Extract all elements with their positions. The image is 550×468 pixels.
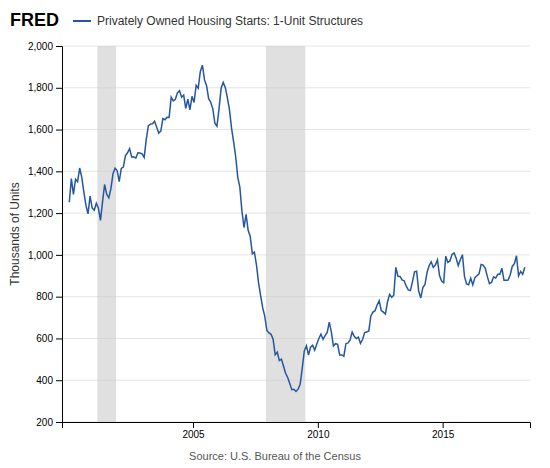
title-line-sample <box>73 20 91 22</box>
y-tick-mark <box>56 171 62 172</box>
y-tick-mark <box>56 255 62 256</box>
y-tick-label: 1,400 <box>28 166 53 177</box>
x-tick: 2010 <box>307 422 330 440</box>
y-tick-label: 1,200 <box>28 208 53 219</box>
x-tick-label: 2010 <box>307 429 330 440</box>
y-tick-mark <box>56 46 62 47</box>
y-tick-label: 400 <box>36 375 53 386</box>
y-tick: 800 <box>36 291 62 302</box>
recession-band <box>97 46 116 422</box>
y-axis: 200 400 600 800 1,000 1,200 1,400 1,600 1,800 2,0… <box>28 41 63 428</box>
y-tick: 1,200 <box>28 208 62 219</box>
y-axis-title: Thousands of Units <box>8 182 22 285</box>
x-tick-mark <box>318 422 319 428</box>
y-tick-mark <box>56 422 62 423</box>
plot-area: 200 400 600 800 1,000 1,200 1,400 1,600 1,800 2,0… <box>28 41 531 440</box>
series-line <box>69 65 525 391</box>
y-tick: 1,400 <box>28 166 62 177</box>
y-tick-mark <box>56 338 62 339</box>
x-tick: 2015 <box>432 422 455 440</box>
y-tick-label: 2,000 <box>28 41 53 52</box>
y-tick: 2,000 <box>28 41 62 52</box>
y-tick-mark <box>56 213 62 214</box>
y-tick: 1,800 <box>28 82 62 93</box>
grid <box>62 46 530 422</box>
y-tick: 200 <box>36 417 62 428</box>
y-tick-mark <box>56 380 62 381</box>
y-tick: 1,600 <box>28 124 62 135</box>
x-axis: 2005 2010 2015 <box>63 422 531 440</box>
x-axis-line <box>63 423 531 429</box>
y-tick-label: 600 <box>36 333 53 344</box>
y-tick-label: 1,600 <box>28 124 53 135</box>
x-tick-mark <box>193 422 194 428</box>
y-tick-mark <box>56 130 62 131</box>
x-tick-label: 2015 <box>432 429 455 440</box>
title: Privately Owned Housing Starts: 1-Unit S… <box>97 14 363 28</box>
y-tick-mark <box>56 88 62 89</box>
y-tick-label: 800 <box>36 291 53 302</box>
x-tick-mark <box>443 422 444 428</box>
source-note: Source: U.S. Bureau of the Census <box>189 450 361 462</box>
header-text: FRED <box>10 10 59 30</box>
y-tick: 600 <box>36 333 62 344</box>
x-tick: 2005 <box>182 422 205 440</box>
y-axis-line <box>56 47 63 423</box>
y-tick: 400 <box>36 375 62 386</box>
marks <box>69 46 525 422</box>
y-tick-label: 200 <box>36 417 53 428</box>
y-tick-label: 1,800 <box>28 82 53 93</box>
chart: 200 400 600 800 1,000 1,200 1,400 1,600 1,800 2,0… <box>0 0 550 468</box>
y-tick-label: 1,000 <box>28 250 53 261</box>
y-tick-mark <box>56 297 62 298</box>
y-tick: 1,000 <box>28 250 62 261</box>
recession-band <box>266 46 306 422</box>
x-tick-label: 2005 <box>182 429 205 440</box>
